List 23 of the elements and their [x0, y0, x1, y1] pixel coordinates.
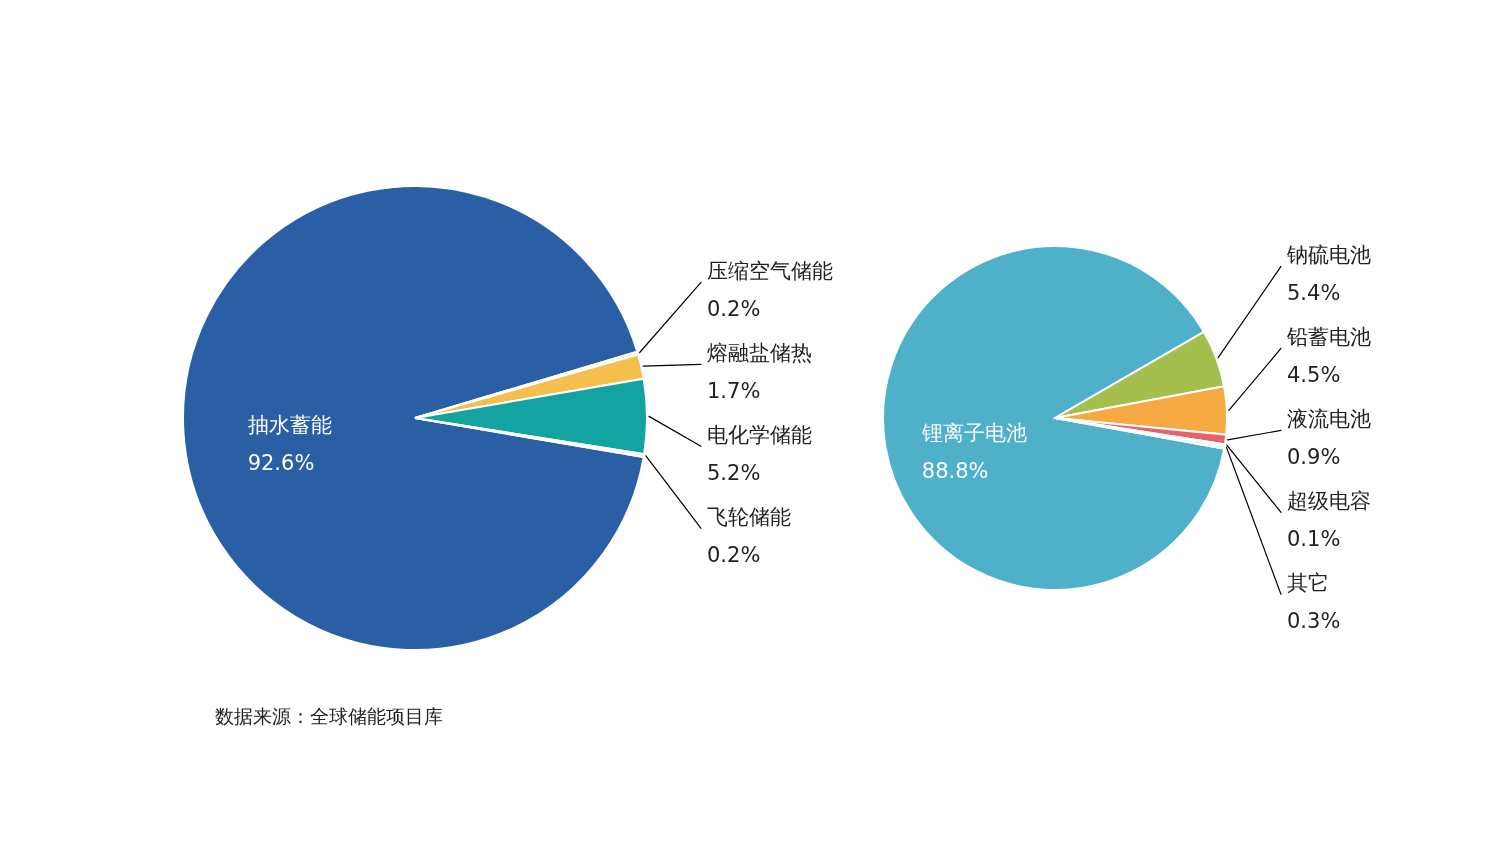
data-label: 0.2%	[707, 543, 761, 568]
data-label: 92.6%	[247, 450, 315, 475]
slice-label: 熔融盐储热	[707, 341, 812, 366]
data-label: 88.8%	[921, 459, 989, 484]
data-label: 5.4%	[1287, 281, 1341, 306]
source-note: 数据来源：全球储能项目库	[215, 705, 443, 727]
slice-label: 飞轮储能	[707, 505, 791, 530]
data-label: 0.1%	[1287, 527, 1341, 552]
data-label: 1.7%	[707, 379, 761, 404]
slice-label: 抽水蓄能	[247, 412, 332, 437]
data-label: 0.9%	[1287, 445, 1341, 470]
slice-label: 锂离子电池	[920, 421, 1027, 446]
data-label: 4.5%	[1287, 363, 1341, 388]
slice-label: 铅蓄电池	[1286, 325, 1371, 350]
slice-label: 压缩空气储能	[707, 259, 833, 284]
data-label: 5.2%	[707, 461, 761, 486]
data-label: 0.2%	[707, 297, 761, 322]
data-label: 0.3%	[1287, 609, 1341, 634]
slice-label: 钠硫电池	[1286, 243, 1371, 268]
slice-label: 液流电池	[1287, 407, 1371, 432]
slice-label: 其它	[1287, 571, 1329, 596]
slice-label: 超级电容	[1287, 489, 1371, 514]
slice-label: 电化学储能	[707, 423, 812, 448]
